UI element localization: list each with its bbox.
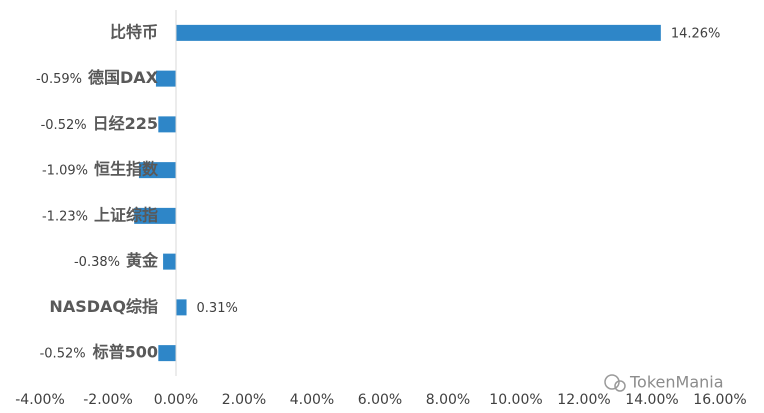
category-label: 恒生指数 xyxy=(94,160,159,179)
value-label: 0.31% xyxy=(197,301,238,316)
category-label: 日经225 xyxy=(93,114,158,133)
x-tick-label: -4.00% xyxy=(15,392,65,408)
value-label: -1.09% xyxy=(42,164,88,179)
watermark: TokenMania xyxy=(604,373,724,392)
watermark-icon xyxy=(614,380,626,392)
x-tick-label: 10.00% xyxy=(489,392,542,408)
bar xyxy=(158,345,176,362)
x-tick-label: 16.00% xyxy=(693,392,746,408)
bar xyxy=(138,162,176,179)
x-tick-label: 12.00% xyxy=(557,392,610,408)
value-label: -0.52% xyxy=(40,347,86,362)
bar xyxy=(134,207,176,224)
x-tick-label: -2.00% xyxy=(83,392,133,408)
category-label: 德国DAX xyxy=(88,68,159,87)
category-label: 上证综指 xyxy=(94,205,158,224)
category-label: 比特币 xyxy=(110,22,158,41)
category-label: 标普500 xyxy=(92,343,158,362)
value-label: -0.52% xyxy=(41,118,87,133)
bar xyxy=(163,253,176,270)
value-label: -0.38% xyxy=(74,255,120,270)
value-label: -1.23% xyxy=(42,209,88,224)
bar xyxy=(155,70,176,87)
bar xyxy=(176,299,187,316)
x-tick-label: 0.00% xyxy=(154,392,198,408)
x-tick-label: 2.00% xyxy=(222,392,266,408)
x-tick-label: 14.00% xyxy=(625,392,678,408)
bar xyxy=(176,24,661,41)
value-label: 14.26% xyxy=(671,26,721,41)
category-label: NASDAQ综指 xyxy=(49,297,158,316)
x-tick-label: 4.00% xyxy=(290,392,334,408)
bar xyxy=(158,116,176,133)
category-label: 黄金 xyxy=(126,251,159,270)
value-label: -0.59% xyxy=(36,72,82,87)
x-tick-label: 6.00% xyxy=(358,392,402,408)
x-tick-label: 8.00% xyxy=(426,392,470,408)
watermark-icon xyxy=(604,374,620,390)
watermark-text: TokenMania xyxy=(629,373,724,392)
